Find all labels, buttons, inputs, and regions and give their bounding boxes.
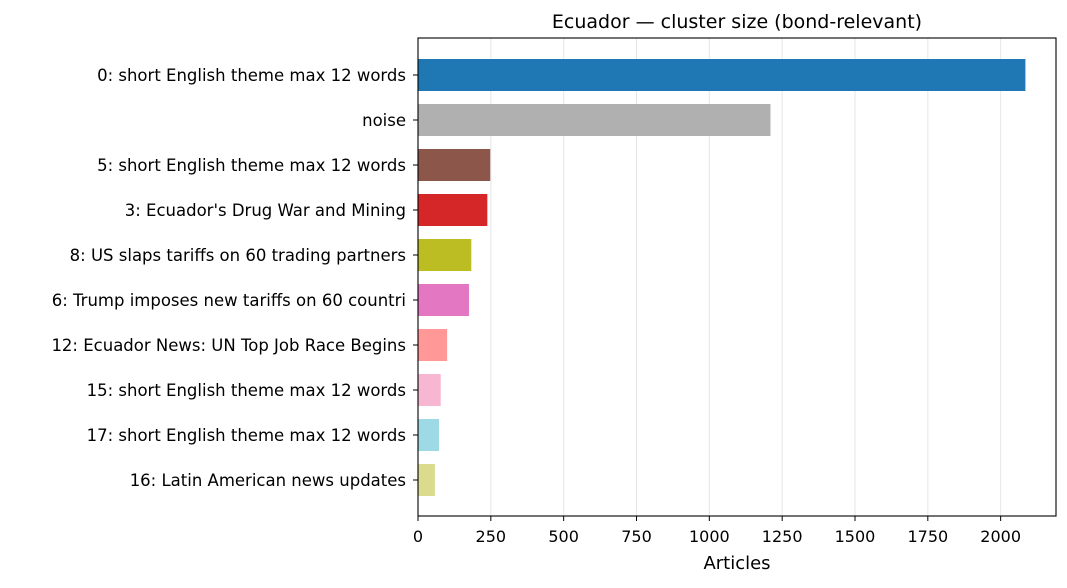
y-tick-label: 6: Trump imposes new tariffs on 60 count… [52,291,406,310]
y-tick-label: 8: US slaps tariffs on 60 trading partne… [70,246,406,265]
bar [418,464,435,496]
bar [418,104,771,136]
x-tick-label: 2000 [980,527,1021,546]
x-axis-ticks: 0 250 500 750 1000 1250 1500 1750 2000 [413,516,1021,546]
bar [418,374,441,406]
x-tick-label: 500 [548,527,579,546]
y-tick-label: 0: short English theme max 12 words [97,66,406,85]
bar [418,239,472,271]
y-tick-label: 12: Ecuador News: UN Top Job Race Begins [51,336,406,355]
x-tick-label: 1250 [762,527,803,546]
chart-title: Ecuador — cluster size (bond-relevant) [552,11,922,33]
y-tick-label: 5: short English theme max 12 words [97,156,406,175]
bars [418,59,1026,496]
x-tick-label: 750 [621,527,652,546]
x-tick-label: 0 [413,527,423,546]
bar [418,419,439,451]
y-tick-label: 15: short English theme max 12 words [87,381,406,400]
bar [418,194,488,226]
bar [418,284,469,316]
bar [418,149,491,181]
bar [418,329,448,361]
y-tick-label: 3: Ecuador's Drug War and Mining [125,201,406,220]
x-tick-label: 250 [476,527,507,546]
plot-area-frame [417,37,1057,517]
bar [418,59,1026,91]
x-tick-label: 1500 [835,527,876,546]
x-tick-label: 1000 [689,527,730,546]
y-tick-label: 16: Latin American news updates [130,471,406,490]
y-tick-label: noise [362,111,406,130]
x-tick-label: 1750 [907,527,948,546]
y-axis-ticks: 0: short English theme max 12 words noise… [51,66,418,490]
x-axis-label: Articles [703,553,770,574]
y-tick-label: 17: short English theme max 12 words [87,426,406,445]
